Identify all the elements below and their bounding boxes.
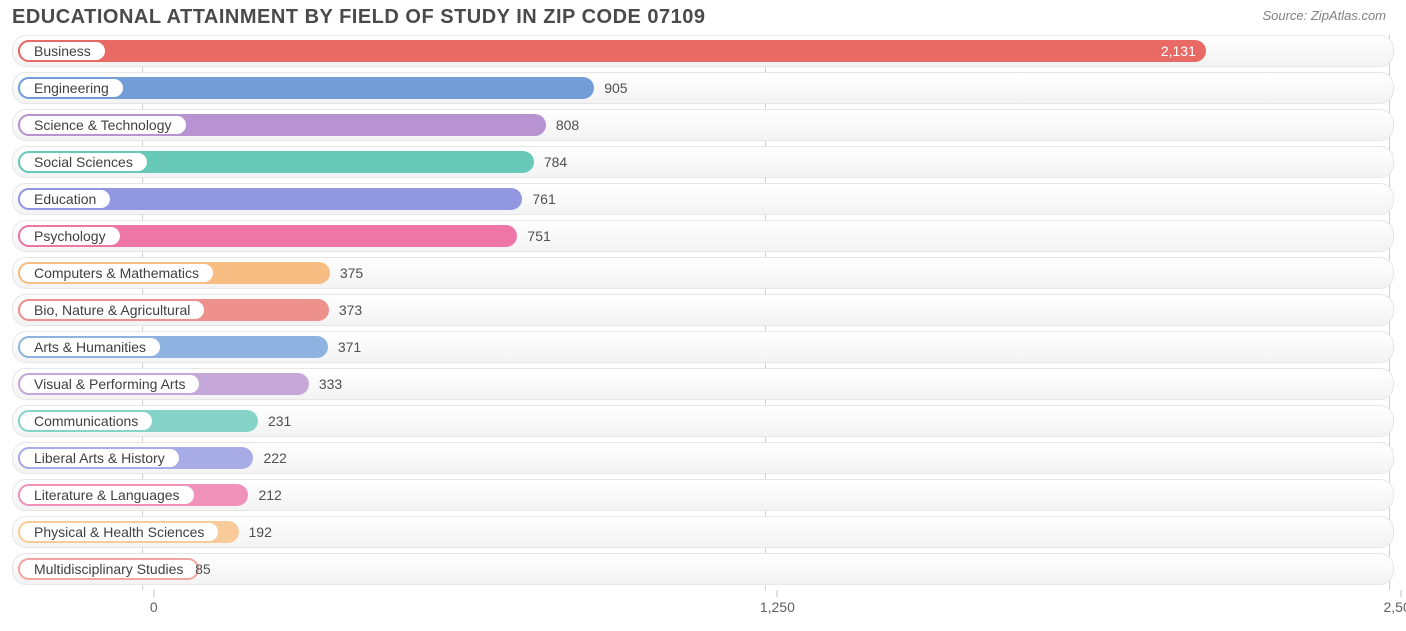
bar-value: 761	[532, 184, 555, 214]
axis-tick: 0	[153, 590, 154, 615]
bar-row: Literature & Languages 212	[12, 479, 1394, 511]
bar-row: Physical & Health Sciences 192	[12, 516, 1394, 548]
bar-label-pill: Visual & Performing Arts	[18, 373, 201, 395]
bar-value: 85	[195, 554, 211, 584]
chart-title: EDUCATIONAL ATTAINMENT BY FIELD OF STUDY…	[12, 6, 706, 29]
bar-label-pill: Liberal Arts & History	[18, 447, 181, 469]
bars-container: 2,131 Business Engineering 905 Science & Tec…	[12, 35, 1394, 585]
axis-tick: 2,500	[1401, 590, 1402, 615]
bar-row: Psychology 751	[12, 220, 1394, 252]
bar-value: 751	[527, 221, 550, 251]
bar-label-pill: Multidisciplinary Studies	[18, 558, 199, 580]
bar-row: Liberal Arts & History 222	[12, 442, 1394, 474]
chart-header: EDUCATIONAL ATTAINMENT BY FIELD OF STUDY…	[0, 0, 1406, 31]
bar-label-pill: Education	[18, 188, 112, 210]
tick-label: 0	[150, 599, 158, 615]
bar-row: Multidisciplinary Studies85	[12, 553, 1394, 585]
bar-label-pill: Psychology	[18, 225, 122, 247]
bar-label-pill: Bio, Nature & Agricultural	[18, 299, 206, 321]
tick-mark	[153, 590, 154, 597]
chart-source: Source: ZipAtlas.com	[1262, 8, 1386, 23]
chart-area: 2,131 Business Engineering 905 Science & Tec…	[0, 31, 1406, 620]
bar-row: Bio, Nature & Agricultural 373	[12, 294, 1394, 326]
bar-row: Education 761	[12, 183, 1394, 215]
bar-value: 373	[339, 295, 362, 325]
bar-row: Visual & Performing Arts 333	[12, 368, 1394, 400]
bar-row: Communications 231	[12, 405, 1394, 437]
bar-row: Social Sciences 784	[12, 146, 1394, 178]
bar-label-pill: Social Sciences	[18, 151, 149, 173]
bar-value: 222	[263, 443, 286, 473]
bar-row: Arts & Humanities 371	[12, 331, 1394, 363]
x-axis: 01,2502,500	[24, 590, 1382, 620]
bar-value: 212	[258, 480, 281, 510]
bar-value: 371	[338, 332, 361, 362]
bar-label-pill: Communications	[18, 410, 154, 432]
bar-value: 2,131	[1161, 40, 1196, 62]
tick-label: 2,500	[1383, 599, 1406, 615]
tick-label: 1,250	[760, 599, 795, 615]
bar-row: Computers & Mathematics 375	[12, 257, 1394, 289]
bar-value: 192	[249, 517, 272, 547]
bar-row: Engineering 905	[12, 72, 1394, 104]
bar-label-pill: Science & Technology	[18, 114, 188, 136]
bar-label-pill: Computers & Mathematics	[18, 262, 215, 284]
tick-mark	[777, 590, 778, 597]
tick-mark	[1401, 590, 1402, 597]
bar-value: 905	[604, 73, 627, 103]
bar-value: 808	[556, 110, 579, 140]
bar-row: Science & Technology 808	[12, 109, 1394, 141]
bar-label-pill: Literature & Languages	[18, 484, 196, 506]
bar-value: 784	[544, 147, 567, 177]
bar: 2,131	[18, 40, 1206, 62]
bar-value: 333	[319, 369, 342, 399]
bar-value: 231	[268, 406, 291, 436]
bar-value: 375	[340, 258, 363, 288]
bar-label-pill: Engineering	[18, 77, 125, 99]
bar-row: 2,131 Business	[12, 35, 1394, 67]
bar-label-pill: Physical & Health Sciences	[18, 521, 220, 543]
bar-label-pill: Business	[18, 40, 107, 62]
axis-tick: 1,250	[777, 590, 778, 615]
bar-label-pill: Arts & Humanities	[18, 336, 162, 358]
